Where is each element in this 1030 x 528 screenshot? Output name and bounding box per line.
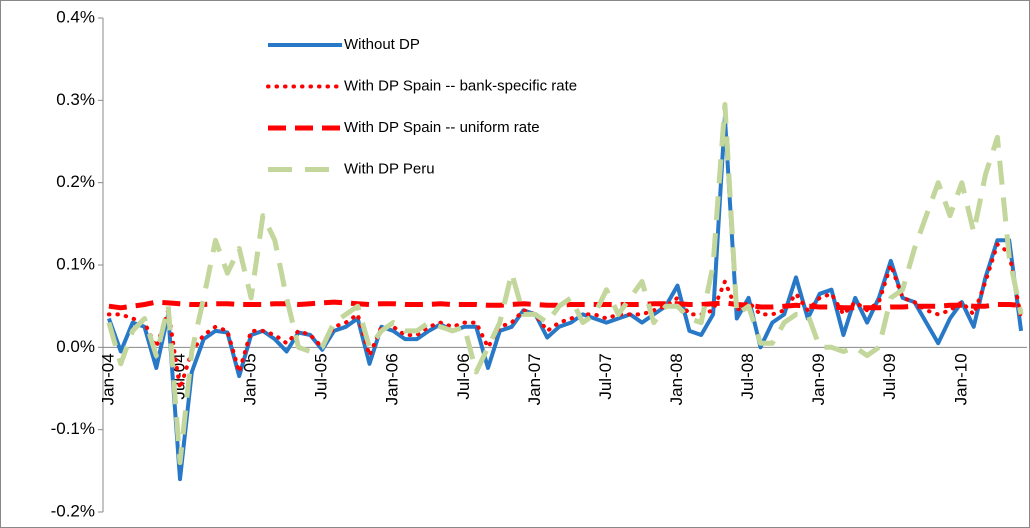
x-tick-label: Jan-05 bbox=[241, 353, 260, 405]
x-tick-label: Jul-08 bbox=[738, 353, 757, 399]
y-tick-label: 0.4% bbox=[56, 7, 95, 26]
y-tick-label: 0.2% bbox=[56, 172, 95, 191]
x-tick-label: Jan-08 bbox=[667, 353, 686, 405]
x-tick-label: Jul-05 bbox=[312, 353, 331, 399]
legend-label: Without DP bbox=[344, 36, 420, 53]
x-tick-label: Jan-07 bbox=[525, 353, 544, 405]
y-tick-label: 0.3% bbox=[56, 90, 95, 109]
x-tick-label: Jul-09 bbox=[880, 353, 899, 399]
legend-label: With DP Peru bbox=[344, 160, 435, 177]
legend-label: With DP Spain -- bank-specific rate bbox=[344, 77, 577, 94]
legend-label: With DP Spain -- uniform rate bbox=[344, 119, 540, 136]
x-tick-label: Jan-10 bbox=[951, 353, 970, 405]
x-tick-label: Jul-07 bbox=[596, 353, 615, 399]
series-line bbox=[106, 242, 1024, 391]
series-line bbox=[106, 102, 1024, 466]
series-line bbox=[108, 299, 1022, 311]
x-tick-label: Jan-04 bbox=[98, 353, 117, 405]
y-tick-label: -0.2% bbox=[51, 501, 95, 520]
y-tick-label: -0.1% bbox=[51, 419, 95, 438]
x-tick-label: Jul-06 bbox=[454, 353, 473, 399]
x-tick-label: Jan-09 bbox=[809, 353, 828, 405]
x-tick-label: Jan-06 bbox=[383, 353, 402, 405]
y-tick-label: 0.1% bbox=[56, 254, 95, 273]
y-tick-label: 0.0% bbox=[56, 337, 95, 356]
